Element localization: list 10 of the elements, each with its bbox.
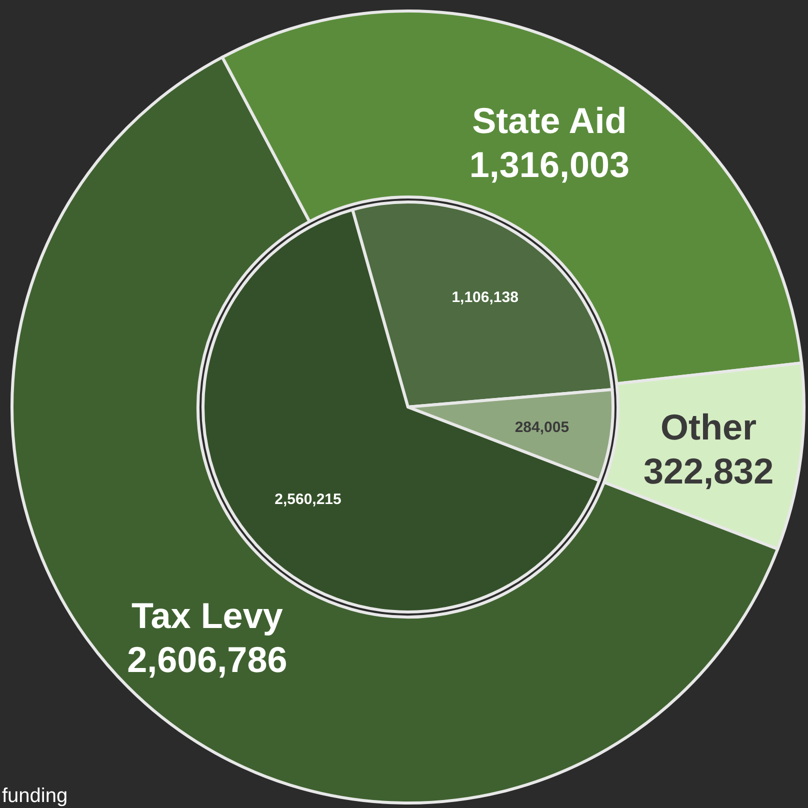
data-label: 322,832 xyxy=(643,450,774,492)
data-label: 2,606,786 xyxy=(127,638,288,680)
data-label: 2,560,215 xyxy=(274,491,342,508)
slice-label: Other xyxy=(660,406,757,448)
text: funding xyxy=(2,785,68,807)
data-label: 284,005 xyxy=(514,418,570,436)
data-label: 1,316,003 xyxy=(469,144,630,186)
data-label: 1,106,138 xyxy=(452,288,518,306)
slice-label: Tax Levy xyxy=(131,594,283,636)
slice-label: State Aid xyxy=(472,100,627,142)
